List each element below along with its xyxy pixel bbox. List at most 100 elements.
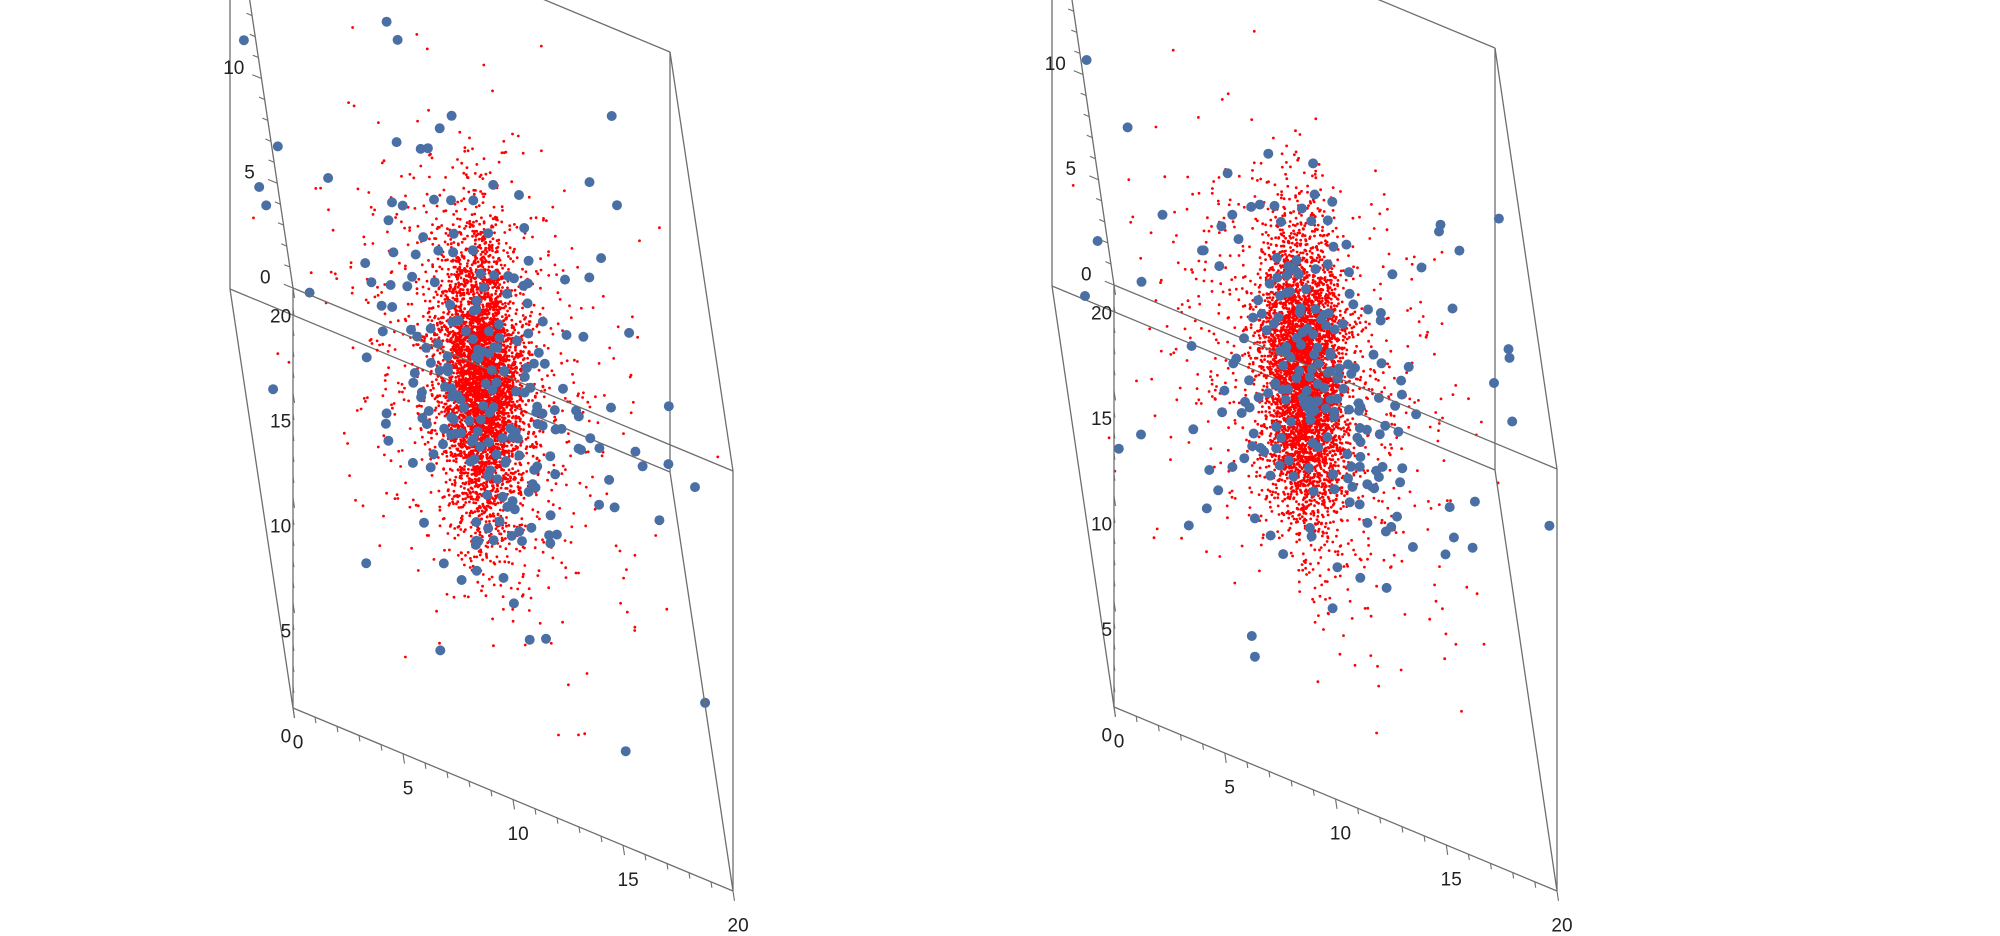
- dense-point: [505, 329, 509, 332]
- dense-point: [456, 423, 460, 427]
- dense-point: [505, 555, 509, 558]
- dense-point: [390, 270, 394, 273]
- dense-point: [535, 457, 539, 461]
- dense-point: [493, 317, 497, 320]
- dense-point: [493, 357, 496, 361]
- dense-point: [444, 176, 447, 179]
- dense-point: [463, 149, 467, 153]
- dense-point: [541, 430, 545, 434]
- dense-point: [404, 194, 407, 198]
- dense-point: [459, 438, 463, 441]
- dense-point: [511, 301, 515, 305]
- dense-point: [447, 407, 451, 411]
- dense-point: [504, 317, 508, 321]
- dense-point: [471, 234, 474, 238]
- dense-point: [504, 399, 507, 403]
- dense-point: [476, 424, 480, 427]
- dense-point: [434, 290, 438, 294]
- dense-point: [460, 268, 464, 272]
- dense-point: [465, 371, 469, 374]
- dense-point: [504, 395, 508, 399]
- dense-point: [408, 427, 412, 430]
- dense-point: [459, 364, 463, 367]
- dense-point: [535, 442, 539, 446]
- dense-point: [583, 732, 587, 736]
- dense-point: [469, 492, 472, 495]
- dense-point: [415, 405, 419, 408]
- dense-point: [397, 449, 401, 453]
- dense-point: [515, 256, 519, 260]
- dense-point: [608, 346, 612, 350]
- dense-point: [486, 341, 490, 345]
- dense-point: [438, 524, 442, 528]
- dense-point: [497, 160, 501, 164]
- dense-point: [467, 190, 471, 194]
- dense-point: [483, 486, 487, 490]
- dense-point: [511, 260, 515, 263]
- dense-point: [458, 330, 462, 334]
- dense-point: [502, 355, 506, 359]
- dense-point: [449, 242, 453, 246]
- dense-point: [463, 227, 466, 230]
- dense-point: [561, 269, 565, 272]
- dense-point: [518, 549, 522, 553]
- dense-point: [549, 327, 553, 330]
- dense-point: [619, 601, 622, 605]
- dense-point: [477, 204, 481, 208]
- dense-point: [513, 377, 517, 380]
- dense-point: [364, 400, 367, 403]
- dense-point: [503, 264, 507, 267]
- dense-point: [459, 528, 463, 531]
- dense-point: [459, 262, 462, 266]
- dense-point: [539, 268, 543, 272]
- dense-point: [457, 274, 461, 277]
- dense-point: [403, 226, 406, 230]
- dense-point: [507, 468, 511, 472]
- dense-point: [633, 553, 637, 557]
- dense-point: [612, 357, 616, 360]
- dense-point: [496, 245, 500, 249]
- dense-point: [441, 496, 445, 499]
- dense-point: [463, 348, 467, 352]
- dense-point: [460, 251, 463, 254]
- dense-point: [469, 392, 473, 396]
- dense-point: [547, 499, 550, 503]
- dense-point: [431, 383, 434, 387]
- dense-point: [471, 229, 475, 233]
- dense-point: [519, 412, 523, 415]
- dense-point: [550, 488, 554, 492]
- dense-point: [507, 363, 510, 367]
- dense-point: [506, 473, 510, 477]
- dense-point: [461, 288, 465, 292]
- dense-point: [490, 293, 493, 297]
- dense-point: [475, 479, 478, 483]
- dense-point: [460, 161, 464, 165]
- dense-point: [495, 395, 499, 399]
- dense-point: [481, 316, 485, 320]
- dense-point: [522, 236, 526, 240]
- dense-point: [480, 470, 484, 474]
- dense-point: [501, 595, 505, 599]
- dense-point: [456, 217, 459, 221]
- dense-point: [460, 514, 464, 518]
- dense-point: [521, 594, 524, 598]
- dense-point: [542, 395, 546, 399]
- dense-point: [456, 500, 460, 504]
- dense-point: [459, 350, 462, 353]
- dense-point: [548, 386, 551, 390]
- dense-point: [453, 349, 457, 352]
- dense-point: [462, 171, 466, 175]
- dense-point: [456, 533, 460, 537]
- dense-point: [448, 502, 452, 505]
- dense-point: [430, 431, 433, 435]
- dense-point: [486, 448, 490, 452]
- dense-point: [494, 399, 497, 402]
- dense-point: [514, 348, 517, 352]
- dense-point: [391, 406, 394, 410]
- dense-point: [547, 274, 551, 277]
- dense-point: [388, 344, 391, 347]
- dense-point: [467, 356, 470, 360]
- dense-point: [482, 220, 486, 224]
- dense-point: [451, 360, 455, 364]
- dense-point: [462, 277, 466, 281]
